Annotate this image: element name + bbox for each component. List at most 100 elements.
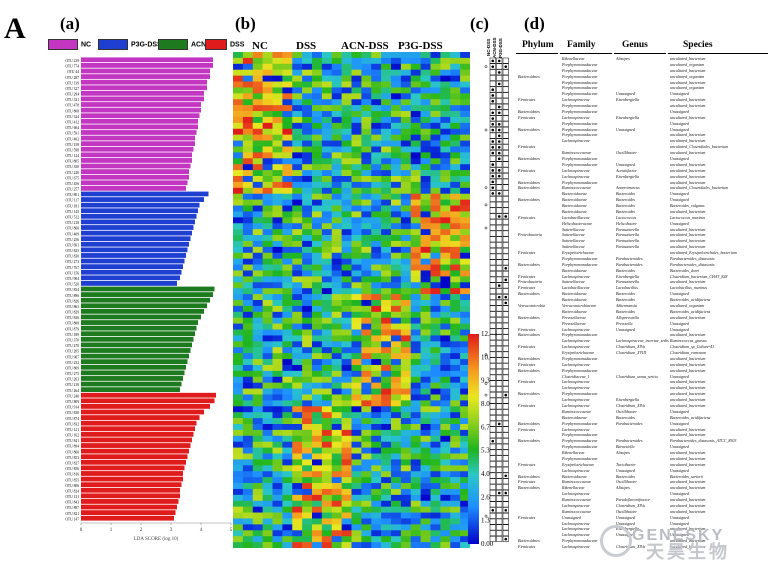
heatmap-cell [400, 252, 412, 259]
genus-cell: Alistipes [616, 450, 630, 456]
heatmap-cell [391, 341, 402, 348]
mark-box [496, 443, 503, 450]
heatmap-cell [282, 494, 293, 502]
heatmap-cell [450, 388, 461, 395]
heatmap-cell [331, 424, 342, 431]
heatmap-cell [242, 347, 254, 354]
heatmap-cell [361, 81, 372, 88]
significance-dot [491, 122, 495, 126]
heatmap-cell [420, 317, 431, 324]
heatmap-cell [450, 57, 461, 65]
heatmap-cell [351, 63, 362, 71]
heatmap-cell [430, 370, 441, 378]
species-cell: uncultured_bacterium [670, 426, 706, 432]
heatmap-cell [351, 128, 362, 135]
heatmap-cell [252, 429, 263, 437]
heatmap-cell [262, 152, 273, 159]
heatmap-cell [262, 412, 273, 419]
heatmap-cell [321, 282, 333, 289]
heatmap-cell [341, 483, 352, 490]
heatmap-cell [351, 512, 362, 519]
heatmap-cell [371, 229, 382, 236]
heatmap-cell [341, 187, 352, 195]
heatmap-cell [321, 364, 333, 372]
heatmap-cell [242, 500, 254, 507]
phylum-cell: Bacteroidetes [518, 126, 540, 132]
heatmap-cell [312, 223, 323, 230]
heatmap-cell [420, 471, 431, 478]
family-cell: Porphyromonadaceae [562, 79, 598, 85]
heatmap-cell [272, 199, 283, 206]
heatmap-cell [341, 52, 352, 59]
heatmap-cell [272, 471, 283, 478]
heatmap-cell [312, 341, 323, 348]
heatmap-cell [430, 335, 441, 342]
heatmap-cell [262, 69, 273, 76]
heatmap-cell [312, 530, 323, 537]
species-cell: uncultured_bacterium [670, 167, 706, 173]
genus-cell: Unassigned [616, 326, 635, 332]
heatmap-cell [420, 170, 431, 177]
heatmap-cell [302, 52, 313, 59]
heatmap-cell [391, 246, 402, 254]
heatmap-cell [371, 146, 382, 153]
heatmap-cell [381, 412, 392, 419]
heatmap-cell [282, 317, 293, 324]
genus-cell: Oscillibacter [616, 408, 637, 414]
phylum-cell: Bacteroidetes [518, 185, 540, 191]
heatmap-cell [420, 376, 431, 383]
species-cell: Parabacteroides_distasonis_ATCC_8503 [670, 438, 737, 444]
heatmap-cell [361, 323, 372, 330]
heatmap-cell [440, 353, 451, 360]
heatmap-cell [440, 441, 451, 448]
heatmap-cell [430, 146, 441, 153]
heatmap-cell [312, 164, 323, 171]
heatmap-cell [292, 394, 303, 401]
phylum-cell: Bacteroidetes [518, 314, 540, 320]
lda-feature-label: OTU 774 [65, 65, 79, 69]
heatmap-cell [361, 270, 372, 277]
heatmap-cell [321, 488, 333, 496]
taxonomy-row: Porphyromonadaceae uncultured_bacterium [516, 432, 770, 437]
side-marker [484, 382, 488, 385]
heatmap-cell [400, 288, 412, 295]
heatmap-cell [262, 211, 273, 218]
heatmap-cell [420, 187, 431, 195]
heatmap-cell [312, 229, 323, 236]
heatmap-cell [272, 170, 283, 177]
mark-box [502, 161, 509, 168]
heatmap-cell [361, 187, 372, 195]
heatmap-cell [302, 199, 313, 206]
species-cell: uncultured_bacterium [670, 97, 706, 103]
heatmap-cell [312, 441, 323, 448]
heatmap-cell [272, 364, 283, 372]
heatmap-cell [252, 347, 263, 354]
heatmap-cell [282, 418, 293, 425]
significance-dot [491, 99, 495, 103]
heatmap-cell [242, 63, 254, 71]
heatmap-cell [233, 483, 244, 490]
heatmap-cell [233, 453, 244, 460]
heatmap-cell [331, 105, 342, 112]
heatmap-cell [430, 329, 441, 336]
heatmap-cell [381, 181, 392, 189]
heatmap-cell [400, 116, 412, 124]
heatmap-cell [233, 524, 244, 531]
heatmap-cell [430, 412, 441, 419]
heatmap-cell [420, 412, 431, 419]
lda-feature-label: OTU 829 [65, 311, 79, 315]
family-cell: Lachnospiraceae [562, 344, 590, 350]
heatmap-cell [321, 193, 333, 200]
heatmap-cell [410, 311, 421, 319]
heatmap-cell [331, 400, 342, 407]
heatmap-cell [460, 323, 470, 330]
heatmap-cell [371, 500, 382, 507]
heatmap-cell [331, 99, 342, 106]
heatmap-cell [272, 370, 283, 378]
heatmap-cell [233, 400, 244, 407]
significance-dot [504, 278, 508, 282]
heatmap-cell [351, 116, 362, 124]
heatmap-cell [341, 170, 352, 177]
species-cell: uncultured_bacterium [670, 279, 706, 285]
heatmap-cell [351, 530, 362, 537]
